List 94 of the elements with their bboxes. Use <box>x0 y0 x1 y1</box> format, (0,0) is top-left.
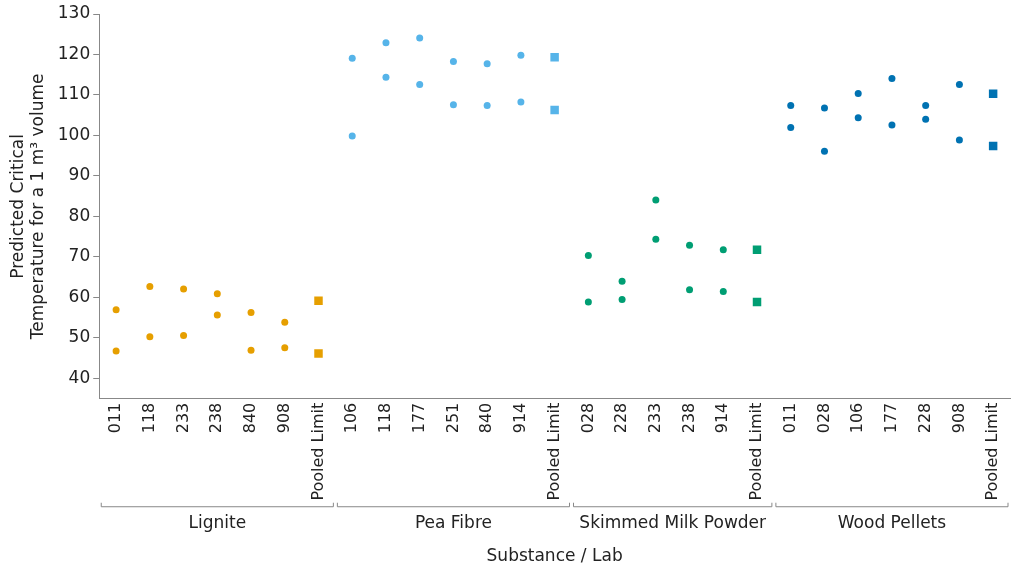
y-tick-label: 80 <box>68 204 91 225</box>
x-tick-label: 228 <box>914 402 934 434</box>
x-tick-label: 233 <box>644 402 664 434</box>
point <box>922 115 930 123</box>
point <box>550 105 559 115</box>
x-tick-label: 840 <box>476 402 496 434</box>
y-tick-label: 40 <box>68 366 91 387</box>
y-tick-label: 60 <box>68 285 91 306</box>
x-tick-label: 238 <box>678 402 698 434</box>
point <box>180 332 188 340</box>
point <box>686 286 694 294</box>
x-axis-title: Substance / Lab <box>486 545 623 566</box>
text: Pea Fibre <box>414 511 492 532</box>
text: Skimmed Milk Powder <box>579 511 767 532</box>
point <box>787 102 795 110</box>
point <box>550 53 559 62</box>
y-tick-label: 70 <box>68 245 91 266</box>
x-tick-label: 914 <box>510 402 530 434</box>
text: Wood Pellets <box>837 511 947 532</box>
y-axis-title: Predicted Critical Temperature for a 1 m³ volume <box>6 73 48 341</box>
x-tick-label: 238 <box>206 402 226 434</box>
point <box>652 235 660 243</box>
point <box>752 245 762 254</box>
point <box>213 290 221 298</box>
point <box>382 73 390 81</box>
x-tick-label: 028 <box>813 402 833 434</box>
y-tick-label: 100 <box>57 123 91 144</box>
point <box>146 283 154 291</box>
point <box>281 344 289 352</box>
point <box>618 277 626 285</box>
point <box>686 241 694 249</box>
point <box>517 51 525 59</box>
point <box>112 347 120 355</box>
point <box>449 57 457 65</box>
point <box>787 123 795 131</box>
y-tick-label: 130 <box>57 2 91 23</box>
point <box>213 311 221 319</box>
x-tick-label: 251 <box>442 402 462 434</box>
text: Lignite <box>188 511 247 532</box>
y-tick-label: 120 <box>57 42 91 63</box>
point <box>719 246 727 254</box>
point <box>584 251 592 259</box>
x-tick-label: Pooled Limit <box>746 402 766 501</box>
point <box>247 346 255 354</box>
point <box>416 80 424 88</box>
point <box>820 147 828 155</box>
point <box>820 104 828 112</box>
point <box>854 89 862 97</box>
point <box>146 333 154 341</box>
x-tick-label: Pooled Limit <box>307 402 327 501</box>
point <box>652 196 660 204</box>
point <box>449 101 457 109</box>
point <box>955 136 963 144</box>
point <box>416 34 424 42</box>
point <box>314 296 323 305</box>
point <box>517 98 525 106</box>
point <box>584 298 592 306</box>
point <box>888 74 896 82</box>
point <box>888 121 896 129</box>
y-tick-label: 110 <box>57 83 91 104</box>
point <box>348 132 356 140</box>
point <box>247 308 255 316</box>
point <box>314 349 323 358</box>
point <box>281 318 289 326</box>
x-tick-label: Pooled Limit <box>982 402 1002 501</box>
x-tick-label: 228 <box>611 402 631 434</box>
x-tick-label: 011 <box>779 402 799 434</box>
x-tick-label: 011 <box>105 402 125 434</box>
x-tick-label: 118 <box>375 402 395 434</box>
point <box>382 39 390 47</box>
x-tick-label: 177 <box>881 402 901 434</box>
x-tick-label: 908 <box>273 402 293 434</box>
point <box>348 54 356 62</box>
point <box>719 287 727 295</box>
x-tick-label: 106 <box>847 402 867 434</box>
y-tick-label: 90 <box>68 164 91 185</box>
x-tick-label: 840 <box>240 402 260 434</box>
point <box>180 285 188 293</box>
x-tick-label: 233 <box>172 402 192 434</box>
x-tick-label: 908 <box>948 402 968 434</box>
x-tick-label: 106 <box>341 402 361 434</box>
point <box>955 80 963 88</box>
y-tick-label: 50 <box>68 326 91 347</box>
point <box>618 296 626 304</box>
x-tick-label: 914 <box>712 402 732 434</box>
point <box>483 60 491 68</box>
x-tick-label: 028 <box>577 402 597 434</box>
x-tick-label: 177 <box>408 402 428 434</box>
x-tick-label: Pooled Limit <box>543 402 563 501</box>
point <box>854 114 862 122</box>
point <box>483 102 491 110</box>
point <box>112 306 120 314</box>
x-tick-label: 118 <box>139 402 158 434</box>
point <box>922 102 930 110</box>
